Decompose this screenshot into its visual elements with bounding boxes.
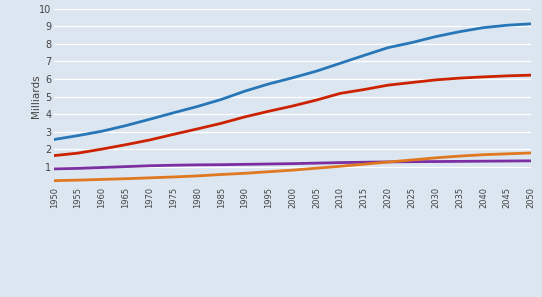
Y-axis label: Milliards: Milliards xyxy=(31,75,41,118)
